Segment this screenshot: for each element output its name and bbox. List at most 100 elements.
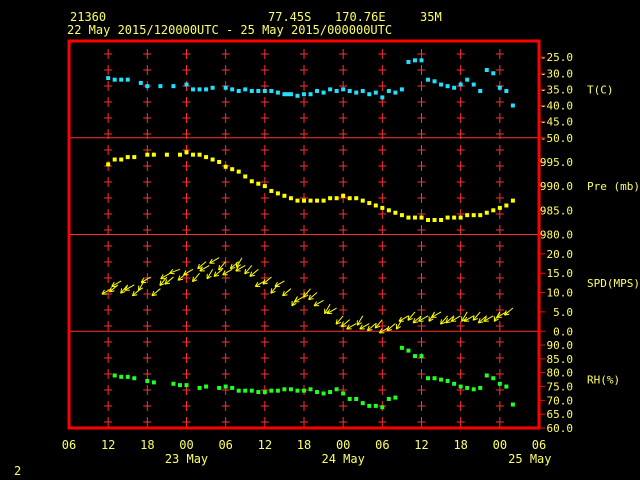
- data-point: [458, 215, 463, 220]
- data-point: [471, 213, 476, 218]
- data-point: [432, 376, 437, 381]
- data-point: [471, 387, 476, 392]
- y-tick-label: -35.0: [540, 83, 573, 96]
- data-point: [243, 388, 248, 393]
- data-point: [465, 77, 470, 82]
- data-point: [125, 155, 130, 160]
- wind-arrow: [407, 311, 416, 321]
- data-point: [373, 403, 378, 408]
- station-lon: 170.76E: [335, 10, 386, 24]
- x-tick-label: 06: [532, 438, 546, 452]
- y-tick-label: 20.0: [547, 248, 574, 261]
- data-point: [236, 88, 241, 93]
- data-point: [347, 196, 352, 201]
- data-point: [334, 196, 339, 201]
- y-tick-label: 0.0: [553, 325, 573, 338]
- data-point: [491, 208, 496, 213]
- wind-arrow: [249, 268, 259, 277]
- data-point: [295, 388, 300, 393]
- wind-arrow: [213, 268, 223, 277]
- data-point: [393, 90, 398, 95]
- data-point: [302, 388, 306, 393]
- data-point: [471, 82, 476, 87]
- wind-arrow: [412, 315, 422, 324]
- wind-arrow: [496, 311, 507, 318]
- data-point: [373, 203, 378, 208]
- data-point: [406, 348, 411, 353]
- data-point: [386, 208, 391, 213]
- wind-arrow: [101, 288, 112, 295]
- data-point: [445, 215, 450, 220]
- wind-arrow: [274, 280, 285, 287]
- data-point: [119, 157, 124, 162]
- data-point: [223, 85, 228, 90]
- y-tick-label: -25.0: [540, 51, 573, 64]
- wind-arrow: [120, 284, 129, 294]
- data-point: [360, 198, 365, 203]
- data-point: [432, 79, 437, 84]
- wind-arrow: [183, 268, 194, 276]
- x-tick-label: 18: [140, 438, 154, 452]
- wind-arrow: [160, 272, 171, 280]
- data-point: [419, 354, 424, 359]
- wind-arrow: [313, 299, 324, 307]
- wind-arrow: [169, 268, 181, 275]
- data-point: [184, 150, 189, 155]
- data-point: [184, 82, 189, 87]
- y-tick-label: 980.0: [540, 229, 573, 242]
- panel-label: Pre (mb): [587, 180, 640, 193]
- data-point: [412, 58, 417, 63]
- y-tick-label: 60.0: [547, 422, 574, 435]
- wind-arrow: [222, 268, 233, 276]
- y-tick-label: 70.0: [547, 394, 574, 407]
- wind-arrow: [340, 319, 351, 328]
- data-point: [151, 152, 156, 157]
- x-tick-label: 06: [218, 438, 232, 452]
- wind-arrow: [109, 284, 119, 293]
- data-point: [504, 384, 509, 389]
- data-point: [445, 379, 450, 384]
- data-point: [243, 87, 248, 92]
- data-point: [138, 80, 143, 85]
- data-point: [497, 381, 502, 386]
- data-point: [393, 395, 398, 400]
- data-point: [197, 87, 202, 92]
- data-point: [119, 77, 124, 82]
- data-point: [308, 198, 313, 203]
- data-point: [184, 383, 189, 388]
- data-point: [315, 390, 320, 395]
- x-tick-label: 12: [101, 438, 115, 452]
- data-point: [302, 198, 306, 203]
- data-point: [275, 90, 280, 95]
- data-point: [412, 354, 417, 359]
- data-point: [282, 193, 287, 198]
- data-point: [458, 384, 463, 389]
- data-point: [347, 88, 352, 93]
- data-point: [426, 376, 431, 381]
- data-point: [295, 198, 300, 203]
- data-point: [302, 92, 306, 97]
- data-point: [510, 103, 515, 108]
- data-point: [380, 95, 385, 100]
- data-point: [458, 82, 463, 87]
- data-point: [275, 191, 280, 196]
- data-point: [321, 90, 326, 95]
- data-point: [204, 87, 209, 92]
- data-point: [328, 390, 333, 395]
- data-point: [106, 76, 111, 81]
- y-tick-label: -40.0: [540, 100, 573, 113]
- data-point: [354, 90, 359, 95]
- data-point: [439, 82, 444, 87]
- data-point: [282, 92, 287, 97]
- data-point: [269, 188, 274, 193]
- wind-arrow: [472, 311, 481, 321]
- data-point: [249, 179, 254, 184]
- data-point: [217, 159, 222, 164]
- data-point: [262, 390, 267, 395]
- wind-arrow: [503, 307, 514, 316]
- data-point: [132, 155, 137, 160]
- wind-arrow: [398, 315, 409, 322]
- data-point: [452, 215, 457, 220]
- data-point: [164, 152, 169, 157]
- data-point: [308, 92, 313, 97]
